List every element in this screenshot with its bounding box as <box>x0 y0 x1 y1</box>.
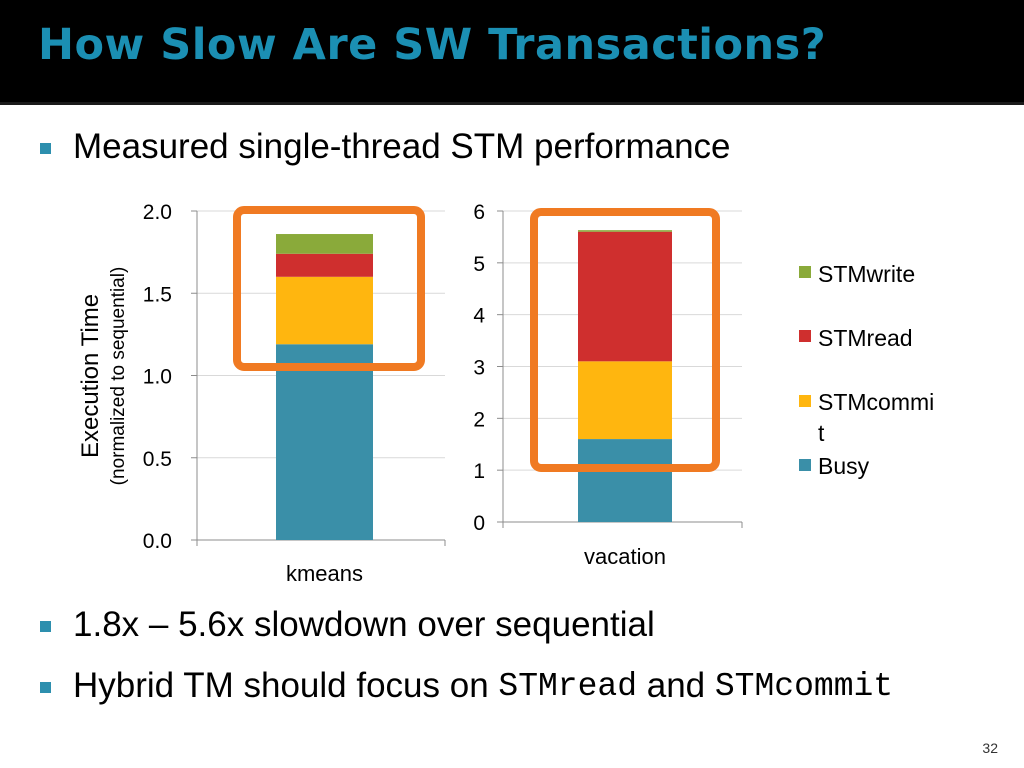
bullet-3-code-stmread: STMread <box>498 667 638 705</box>
chart-legend: STMwrite STMread STMcommi t Busy <box>799 261 934 479</box>
x-category-label: kmeans <box>286 561 363 586</box>
y-tick-label: 2 <box>473 408 485 431</box>
y-tick-label: 2.0 <box>143 201 172 224</box>
legend-label-busy: Busy <box>818 453 870 479</box>
y-tick-label: 0.0 <box>143 530 172 553</box>
title-divider <box>0 102 1024 105</box>
y-tick-label: 0.5 <box>143 448 172 471</box>
slide-title: How Slow Are SW Transactions? <box>38 20 827 70</box>
bullet-marker <box>40 142 51 154</box>
bullet-1: Measured single-thread STM performance <box>40 127 731 167</box>
bullet-3-middle: and <box>637 666 715 705</box>
bullet-3-prefix: Hybrid TM should focus on <box>73 666 499 705</box>
highlight-boxes <box>233 206 720 472</box>
y-tick-label: 1.5 <box>143 283 172 306</box>
bullet-3: Hybrid TM should focus on STMread and ST… <box>40 666 893 706</box>
y-tick-label: 6 <box>473 201 485 224</box>
vacation-chart: 0 1 2 3 4 5 6 vacation <box>473 201 743 569</box>
bar-busy-vacation <box>578 439 672 522</box>
bar-stmread-vacation <box>578 231 672 362</box>
highlight-box-vacation <box>530 208 720 472</box>
bar-stmwrite-vacation <box>578 230 672 232</box>
bullet-marker <box>40 620 51 632</box>
bar-stmread-kmeans <box>276 253 373 277</box>
legend-label-line: STMread <box>818 325 913 351</box>
y-axis-subtitle: (normalized to sequential) <box>108 267 129 486</box>
bullet-3-code-stmcommit: STMcommit <box>714 667 894 705</box>
legend-swatch-stmcommit <box>799 395 811 407</box>
legend-label-stmcommit: STMcommi t <box>818 389 934 446</box>
y-tick-label: 3 <box>473 357 485 380</box>
legend-swatch-busy <box>799 459 811 471</box>
y-tick-label: 1 <box>473 460 485 483</box>
legend-label-stmread: STMread <box>818 325 913 351</box>
y-axis-title: Execution Time <box>77 294 104 458</box>
highlight-box-kmeans <box>233 206 425 371</box>
bullet-marker <box>40 681 51 693</box>
legend-label-line: Busy <box>818 453 870 479</box>
legend-label-line: STMcommi <box>818 389 934 415</box>
y-tick-label: 5 <box>473 253 485 276</box>
slide-number: 32 <box>982 740 998 756</box>
bar-stmcommit-vacation <box>578 361 672 440</box>
bar-busy-kmeans <box>276 344 373 540</box>
y-tick-label: 4 <box>473 305 485 328</box>
bar-stmcommit-kmeans <box>276 276 373 345</box>
legend-label-line: STMwrite <box>818 261 915 287</box>
kmeans-chart: 0.0 0.5 1.0 1.5 2.0 kmeans Execution Time (norm… <box>77 201 446 586</box>
bullet-1-text: Measured single-thread STM performance <box>73 127 731 166</box>
legend-swatch-stmwrite <box>799 266 811 278</box>
legend-label-stmwrite: STMwrite <box>818 261 915 287</box>
bullet-2: 1.8x – 5.6x slowdown over sequential <box>40 605 655 645</box>
y-tick-label: 1.0 <box>143 366 172 389</box>
x-category-label: vacation <box>584 544 666 569</box>
legend-label-line: t <box>818 420 825 446</box>
bar-stmwrite-kmeans <box>276 234 373 254</box>
y-tick-label: 0 <box>473 512 485 535</box>
title-bar: How Slow Are SW Transactions? <box>0 0 1024 102</box>
bullet-2-text: 1.8x – 5.6x slowdown over sequential <box>73 605 655 644</box>
legend-swatch-stmread <box>799 330 811 342</box>
